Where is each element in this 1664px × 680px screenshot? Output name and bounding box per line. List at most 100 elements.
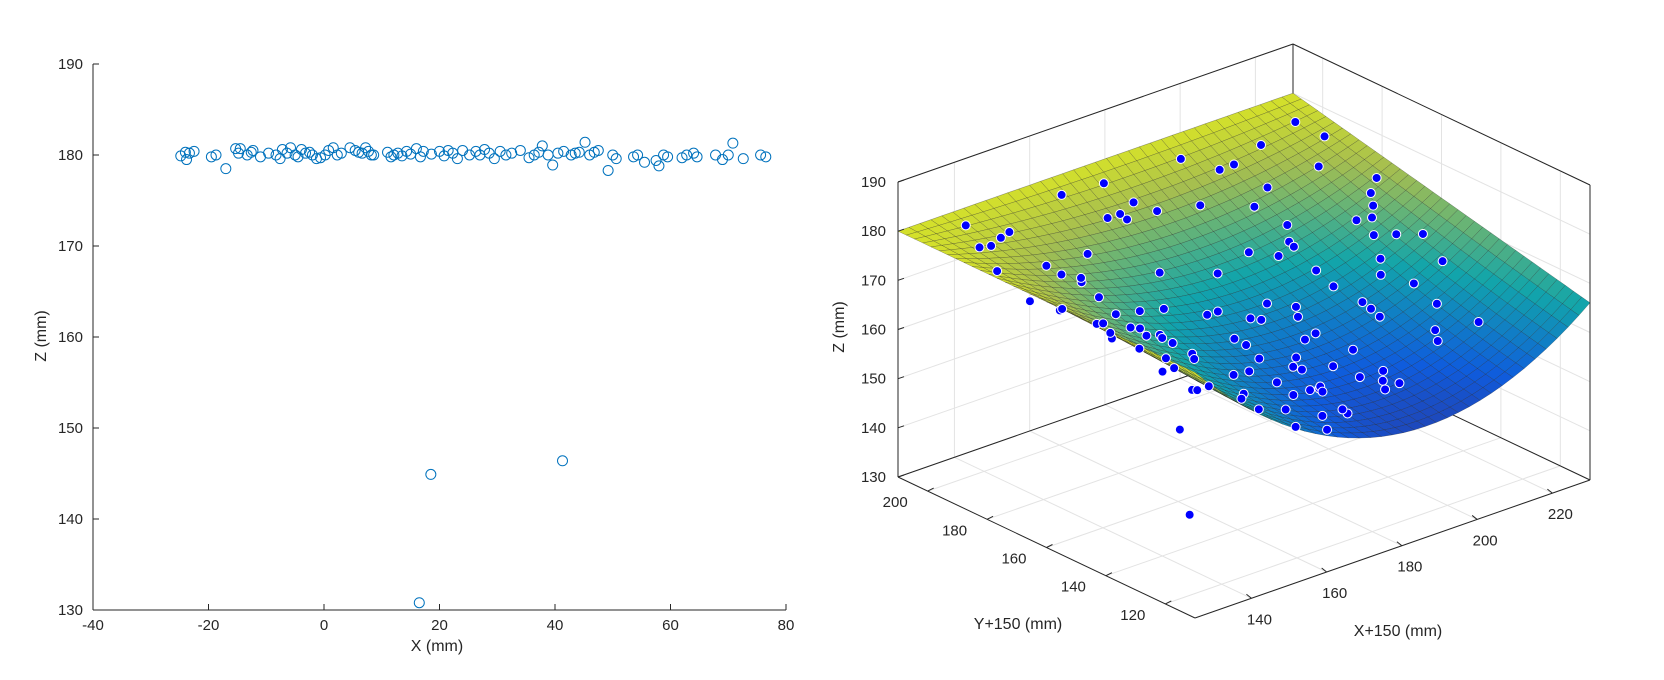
data-point — [1229, 159, 1240, 170]
data-point — [425, 148, 437, 160]
data-point — [1253, 404, 1264, 415]
data-point — [1122, 214, 1133, 225]
y-tick-label: 130 — [58, 602, 83, 619]
data-point — [1167, 338, 1178, 349]
y3d-tick-label: 140 — [1061, 579, 1086, 596]
y3d-tick — [1105, 572, 1113, 577]
x-tick-label: 60 — [662, 617, 679, 634]
y3d-tick — [927, 487, 934, 492]
data-point — [1254, 353, 1265, 364]
data-point — [1290, 116, 1301, 127]
data-point — [1262, 298, 1273, 309]
data-point — [1202, 309, 1213, 320]
data-point — [1154, 267, 1165, 278]
x-tick-label: 0 — [320, 617, 328, 634]
data-point — [1212, 306, 1223, 317]
scatter-plot-xz: -40 -20 0 20 40 60 80 130 140 150 160 170 180 190 X (… — [33, 56, 794, 655]
data-point — [500, 149, 512, 161]
data-point — [1366, 303, 1377, 314]
data-point — [1319, 131, 1330, 142]
data-point — [573, 146, 585, 158]
data-point — [1241, 340, 1252, 351]
y3d-tick — [986, 515, 994, 520]
y-axis-label: Z (mm) — [33, 310, 50, 362]
data-point — [1280, 404, 1291, 415]
data-point — [1337, 404, 1348, 415]
data-point — [353, 146, 365, 158]
data-point — [1169, 363, 1180, 374]
data-point — [344, 142, 356, 154]
data-point — [1192, 385, 1203, 396]
data-point — [1203, 381, 1214, 392]
box-edge — [897, 43, 1294, 183]
y3d-tick-label: 200 — [883, 494, 908, 511]
surface-ticks: 130 140 150 160 170 180 190 140 160 180 200 220 120 1… — [861, 174, 1573, 628]
data-point — [451, 153, 463, 165]
scatter-axes: -40 -20 0 20 40 60 80 130 140 150 160 170 180 190 — [58, 56, 794, 634]
data-point — [653, 160, 665, 172]
data-point — [1374, 311, 1385, 322]
z-tick — [897, 179, 905, 183]
data-point — [365, 149, 377, 161]
data-point — [289, 149, 301, 161]
data-point — [1292, 311, 1303, 322]
data-point — [457, 144, 469, 156]
data-point — [220, 163, 232, 175]
data-point — [1430, 325, 1441, 336]
data-point — [488, 153, 500, 165]
outlier-point — [1184, 509, 1195, 520]
y3d-tick — [1165, 600, 1172, 605]
data-point — [1417, 228, 1428, 239]
data-point — [1098, 178, 1109, 189]
data-point — [1214, 164, 1225, 175]
data-point — [1134, 323, 1145, 334]
data-point — [270, 149, 282, 161]
data-point — [1082, 248, 1093, 259]
x-tick-label: 20 — [431, 617, 448, 634]
box-edge — [1292, 43, 1591, 186]
data-point — [1351, 215, 1362, 226]
data-point — [1134, 343, 1145, 354]
x3d-tick — [1321, 567, 1327, 573]
y3d-tick-label: 160 — [1001, 551, 1026, 568]
data-point — [405, 148, 417, 160]
z-tick — [897, 425, 905, 429]
data-point — [557, 455, 569, 467]
floor-gridline — [1105, 437, 1502, 577]
scatter-points — [175, 136, 772, 609]
data-point — [688, 147, 700, 159]
data-point — [1391, 229, 1402, 240]
data-point — [662, 151, 674, 163]
x-tick-label: 80 — [778, 617, 795, 634]
data-point — [1311, 265, 1322, 276]
data-point — [1431, 298, 1442, 309]
data-point — [245, 146, 257, 158]
data-point — [1157, 332, 1168, 343]
z-tick — [897, 376, 905, 380]
data-point — [542, 149, 554, 161]
x3d-tick — [1246, 593, 1252, 599]
data-point — [1437, 256, 1448, 267]
surface-points — [960, 116, 1484, 520]
data-point — [247, 144, 259, 156]
data-point — [304, 146, 316, 158]
data-point — [1282, 219, 1293, 230]
data-point — [1098, 318, 1109, 329]
data-point — [1175, 153, 1186, 164]
data-point — [710, 149, 722, 161]
y-tick-label: 150 — [58, 420, 83, 437]
data-point — [425, 468, 437, 480]
data-point — [188, 145, 200, 157]
y-tick-label: 180 — [58, 147, 83, 164]
data-point — [579, 136, 591, 148]
data-point — [1371, 172, 1382, 183]
data-point — [1158, 303, 1169, 314]
data-point — [1004, 227, 1015, 238]
data-point — [368, 149, 380, 161]
data-point — [1076, 272, 1087, 283]
x-tick-label: -40 — [82, 617, 104, 634]
y3d-axis-label: Y+150 (mm) — [974, 616, 1062, 633]
data-point — [610, 153, 622, 165]
data-point — [1317, 410, 1328, 421]
data-point — [1367, 212, 1378, 223]
